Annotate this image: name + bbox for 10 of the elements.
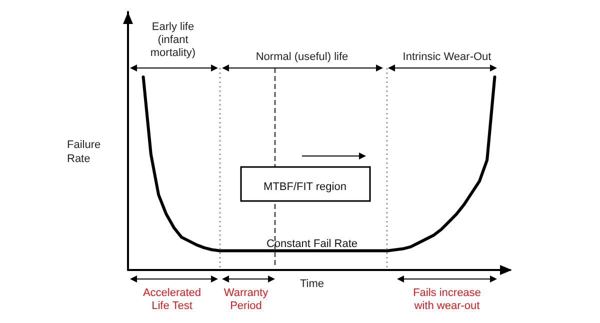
text: Accelerated Life Test bbox=[142, 287, 202, 312]
text: Fails increase with wear-out bbox=[413, 287, 481, 312]
x-axis-title: Time bbox=[300, 278, 324, 290]
text: Intrinsic Wear-Out bbox=[402, 51, 492, 63]
text: Warranty Period bbox=[224, 287, 269, 312]
text: Early life (infant mortality) bbox=[150, 21, 196, 59]
annotation: Constant Fail Rate bbox=[266, 238, 358, 250]
text: Normal (useful) life bbox=[256, 51, 348, 63]
annotation: MTBF/FIT region bbox=[264, 181, 346, 193]
y-axis-title: Failure Rate bbox=[67, 139, 101, 165]
